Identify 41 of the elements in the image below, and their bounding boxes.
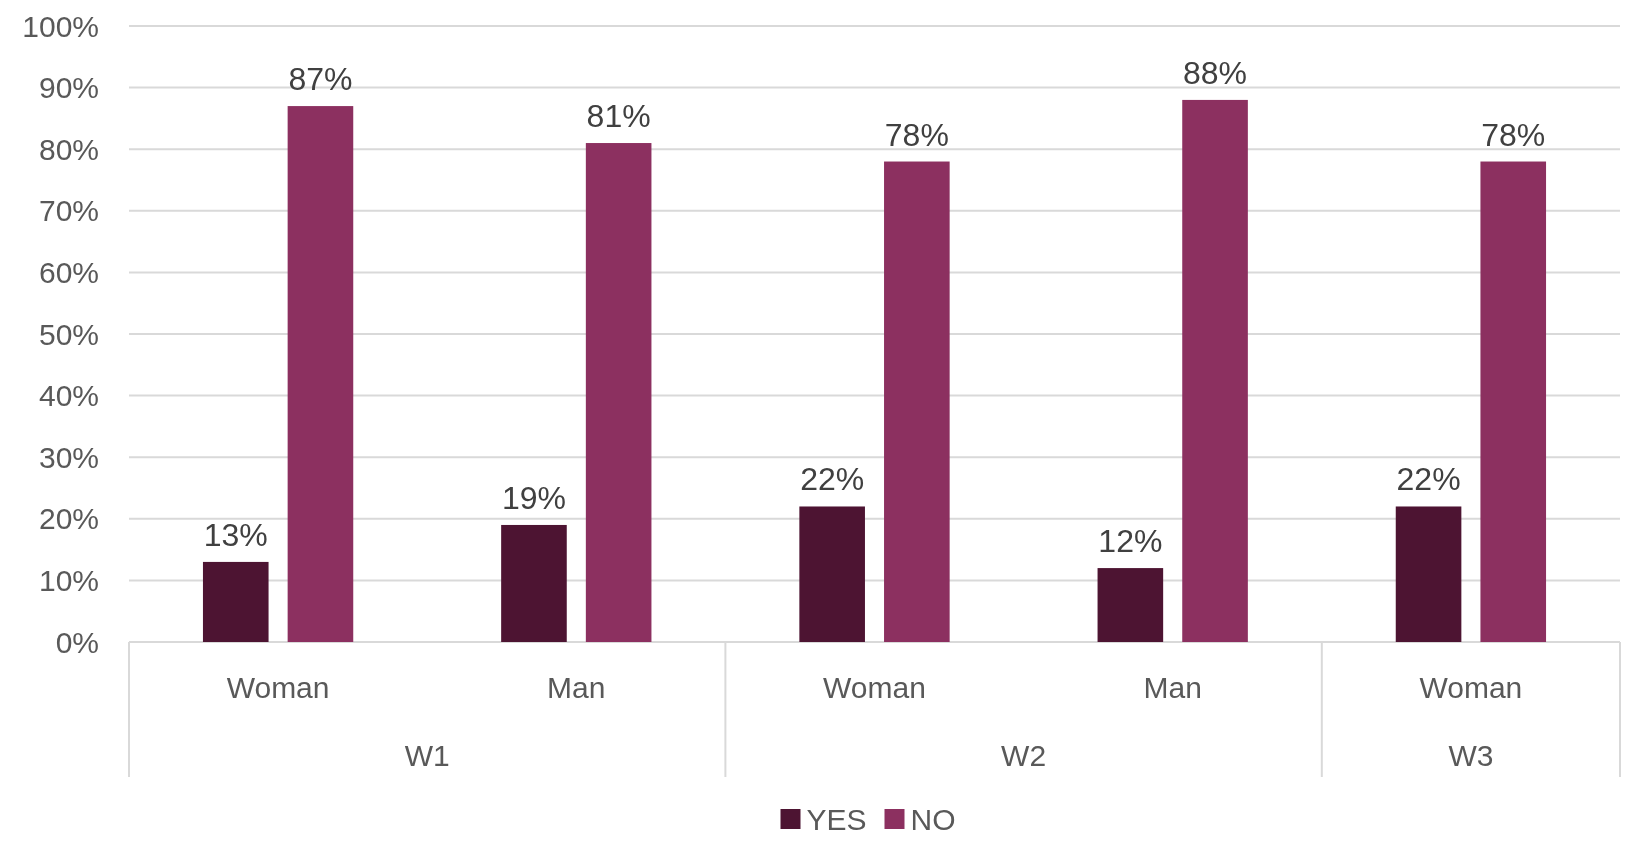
bar <box>585 143 652 642</box>
x-tick-label: Woman <box>1419 671 1523 704</box>
data-label: 19% <box>501 479 566 516</box>
data-label: 13% <box>203 516 268 553</box>
y-tick-label: 10% <box>38 563 99 597</box>
y-tick-label: 60% <box>38 255 99 289</box>
data-label: 12% <box>1098 523 1163 560</box>
bar <box>1395 506 1462 642</box>
bar <box>1182 99 1248 642</box>
bar <box>1480 161 1547 642</box>
text: W3 <box>1448 739 1494 772</box>
y-tick-label: 0% <box>55 625 99 659</box>
x-tick-label: Woman <box>823 671 926 704</box>
bar <box>287 106 354 642</box>
bar <box>884 161 950 642</box>
data-label: 22% <box>1396 461 1461 498</box>
x-tick-label: Man <box>1143 671 1202 704</box>
y-tick-label: 50% <box>38 317 99 351</box>
legend-label: YES <box>806 802 867 836</box>
y-tick-label: 20% <box>38 502 99 536</box>
y-tick-label: 70% <box>38 194 99 228</box>
legend-label: NO <box>910 802 956 836</box>
bar <box>1097 568 1164 642</box>
data-label: 22% <box>800 461 865 498</box>
data-label: 88% <box>1183 54 1248 91</box>
data-label: 78% <box>884 116 949 153</box>
x-tick-label: Man <box>547 671 606 704</box>
data-label: 81% <box>586 98 651 135</box>
bar <box>202 561 269 642</box>
y-tick-label: 90% <box>38 71 99 105</box>
y-tick-label: 100% <box>22 9 99 43</box>
y-tick-label: 40% <box>38 379 99 413</box>
bar <box>799 506 865 642</box>
bar <box>501 524 567 642</box>
x-tick-label: Woman <box>226 671 330 704</box>
data-label: 87% <box>288 61 353 98</box>
y-tick-label: 80% <box>38 132 99 166</box>
y-tick-label: 30% <box>38 440 99 474</box>
text: W2 <box>1001 739 1047 772</box>
text: W1 <box>404 739 450 772</box>
data-label: 78% <box>1481 116 1546 153</box>
